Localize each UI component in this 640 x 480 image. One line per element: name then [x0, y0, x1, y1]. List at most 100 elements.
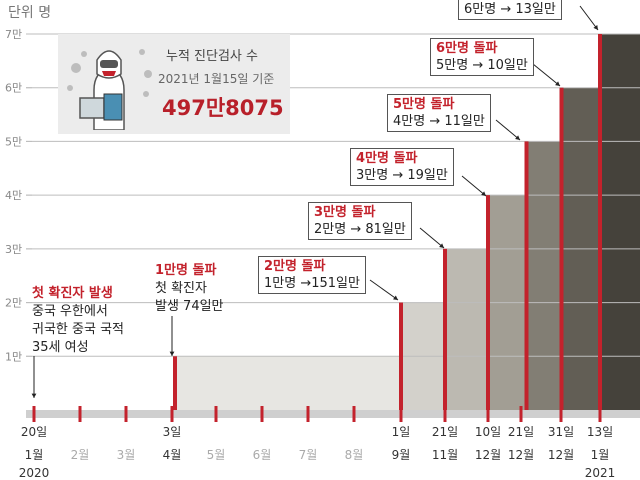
level-band	[526, 302, 562, 357]
testing-total: 497만8075	[162, 96, 284, 120]
x-tick-month: 1월	[591, 448, 610, 462]
x-tick-mark	[443, 406, 447, 422]
callout-70k-line: 6만명 → 13일만	[464, 2, 556, 17]
y-tick-label: 4만	[5, 189, 22, 202]
level-band	[526, 141, 562, 196]
x-tick-month: 12월	[508, 448, 534, 462]
level-band	[445, 356, 488, 410]
level-band	[600, 248, 640, 303]
testing-date: 2021년 1월15일 기준	[158, 72, 275, 86]
x-tick-month: 11월	[432, 448, 458, 462]
unit-label: 단위 명	[8, 5, 52, 21]
level-band	[526, 356, 562, 410]
leader-line	[532, 63, 561, 87]
x-tick-mark	[352, 406, 356, 422]
leader-arrowhead	[31, 393, 37, 398]
y-tick-label: 6만	[5, 82, 22, 95]
x-tick-mark	[260, 406, 264, 422]
x-tick-year: 2020	[19, 466, 50, 480]
x-tick-day: 21일	[508, 425, 534, 439]
callout-40k-headline: 4만명 돌파	[356, 151, 418, 166]
x-tick-mark	[78, 406, 82, 422]
y-tick-label: 7만	[5, 28, 22, 41]
testing-label: 누적 진단검사 수	[166, 49, 258, 64]
health-worker-illustration	[67, 49, 152, 130]
note-first-case-headline: 첫 확진자 발생	[32, 286, 113, 301]
x-tick-day: 31일	[548, 425, 574, 439]
note-first-case-line: 중국 우한에서	[32, 304, 108, 319]
level-band	[561, 248, 600, 303]
level-band	[445, 248, 488, 303]
x-tick-month: 3월	[117, 448, 136, 462]
x-tick-mark	[124, 406, 128, 422]
leader-arrowhead	[393, 295, 398, 300]
level-band	[600, 34, 640, 88]
callout-70k: 6만명 → 13일만	[458, 0, 562, 20]
leader-line	[461, 175, 487, 197]
x-tick-day: 13일	[587, 425, 613, 439]
level-band	[600, 195, 640, 249]
level-band	[600, 356, 640, 410]
x-tick-month: 9월	[392, 448, 411, 462]
milestone-bar	[486, 195, 490, 410]
milestone-bar	[524, 141, 529, 410]
level-band	[600, 302, 640, 357]
x-tick-day: 21일	[432, 425, 458, 439]
baseline-strip	[26, 410, 640, 418]
milestone-bar	[559, 87, 564, 410]
x-tick-mark	[32, 406, 36, 422]
y-tick-label: 1만	[5, 350, 22, 363]
level-band	[488, 248, 527, 303]
x-tick-day: 1일	[392, 425, 411, 439]
note-10k: 1만명 돌파 첫 확진자 발생 74일만	[155, 262, 224, 316]
x-tick-day: 20일	[21, 425, 47, 439]
leader-arrowhead	[593, 25, 598, 30]
note-first-case: 첫 확진자 발생 중국 우한에서 귀국한 중국 국적 35세 여성	[32, 285, 124, 357]
x-tick-month: 6월	[253, 448, 272, 462]
note-first-case-line: 35세 여성	[32, 340, 89, 355]
y-tick-label: 2만	[5, 297, 22, 310]
callout-30k: 3만명 돌파 2만명 → 81일만	[308, 202, 412, 240]
leader-arrowhead	[439, 243, 444, 248]
callout-50k: 5만명 돌파 4만명 → 11일만	[387, 94, 491, 132]
level-band	[488, 195, 527, 249]
callout-30k-line: 2만명 → 81일만	[314, 222, 406, 237]
level-band	[401, 356, 445, 410]
milestone-bar	[598, 34, 602, 410]
x-tick-mark	[486, 406, 490, 422]
callout-50k-line: 4만명 → 11일만	[393, 114, 485, 129]
callout-60k-headline: 6만명 돌파	[436, 41, 498, 56]
callout-20k: 2만명 돌파 1만명 →151일만	[258, 256, 366, 294]
callout-20k-headline: 2만명 돌파	[264, 259, 326, 274]
milestone-bar	[399, 302, 403, 410]
level-band	[600, 141, 640, 196]
x-tick-month: 1월	[25, 448, 44, 462]
x-tick-mark	[399, 406, 403, 422]
callout-60k-line: 5만명 → 10일만	[436, 58, 528, 73]
leader-line	[495, 119, 521, 141]
callout-30k-headline: 3만명 돌파	[314, 205, 376, 220]
testing-info-box: 누적 진단검사 수 2021년 1월15일 기준 497만8075	[58, 34, 290, 134]
x-tick-month: 7월	[299, 448, 318, 462]
level-band	[561, 87, 600, 142]
note-10k-line: 첫 확진자	[155, 281, 207, 296]
x-tick-month: 2월	[71, 448, 90, 462]
level-band	[561, 195, 600, 249]
milestone-bar	[443, 248, 447, 410]
x-tick-year: 2021	[585, 466, 616, 480]
level-band	[488, 356, 527, 410]
note-10k-line: 발생 74일만	[155, 299, 224, 314]
level-band	[561, 356, 600, 410]
callout-40k-line: 3만명 → 19일만	[356, 168, 448, 183]
level-band	[561, 141, 600, 196]
note-first-case-line: 귀국한 중국 국적	[32, 322, 124, 337]
y-tick-label: 5만	[5, 135, 22, 148]
note-10k-headline: 1만명 돌파	[155, 263, 217, 278]
x-tick-mark	[598, 406, 602, 422]
x-tick-day: 10일	[475, 425, 501, 439]
level-band	[445, 302, 488, 357]
leader-arrowhead	[515, 135, 520, 140]
callout-40k: 4만명 돌파 3만명 → 19일만	[350, 148, 454, 186]
x-tick-month: 12월	[475, 448, 501, 462]
